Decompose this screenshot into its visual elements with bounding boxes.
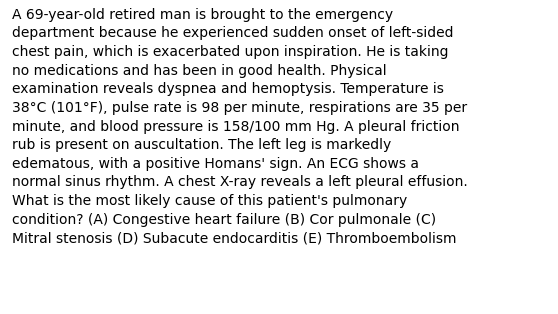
Text: A 69-year-old retired man is brought to the emergency
department because he expe: A 69-year-old retired man is brought to … <box>12 8 468 245</box>
